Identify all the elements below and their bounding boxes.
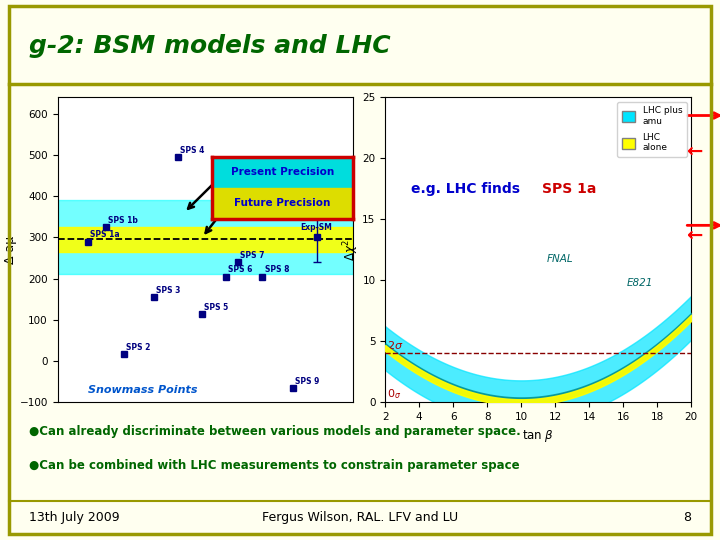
Text: SPS 8: SPS 8 — [264, 266, 289, 274]
Text: ←: ← — [685, 141, 702, 161]
Text: Snowmass Points: Snowmass Points — [88, 385, 197, 395]
X-axis label: tan $\beta$: tan $\beta$ — [522, 428, 554, 443]
Text: SPS 5: SPS 5 — [204, 302, 228, 312]
Bar — [212, 187, 353, 219]
Text: SPS 6: SPS 6 — [228, 266, 253, 274]
Bar — [58, 227, 353, 252]
Y-axis label: $\Delta\chi^2$: $\Delta\chi^2$ — [341, 239, 361, 261]
Text: 13th July 2009: 13th July 2009 — [29, 511, 120, 524]
Text: Fergus Wilson, RAL. LFV and LU: Fergus Wilson, RAL. LFV and LU — [262, 511, 458, 524]
Text: 8: 8 — [683, 511, 691, 524]
Text: SPS 1a: SPS 1a — [90, 231, 120, 239]
Text: SPS 2: SPS 2 — [126, 342, 150, 352]
Text: $0_\sigma$: $0_\sigma$ — [387, 387, 401, 401]
Text: Future Precision: Future Precision — [235, 198, 330, 208]
Text: e.g. LHC finds: e.g. LHC finds — [410, 182, 525, 195]
Y-axis label: Δ aμ: Δ aμ — [4, 235, 17, 264]
Text: ●Can be combined with LHC measurements to constrain parameter space: ●Can be combined with LHC measurements t… — [29, 459, 519, 472]
Bar — [58, 200, 353, 274]
Text: SPS 3: SPS 3 — [156, 286, 181, 295]
Legend: LHC plus
amu, LHC
alone: LHC plus amu, LHC alone — [617, 102, 687, 157]
Text: ●Can already discriminate between various models and parameter space.: ●Can already discriminate between variou… — [29, 426, 521, 438]
Text: SPS 1b: SPS 1b — [108, 216, 138, 225]
Text: FNAL: FNAL — [546, 254, 573, 264]
Text: Exp-SM: Exp-SM — [300, 223, 332, 232]
Text: E821: E821 — [626, 278, 653, 288]
Bar — [212, 157, 353, 187]
Text: SPS 9: SPS 9 — [294, 377, 319, 386]
Text: Present Precision: Present Precision — [231, 167, 334, 177]
Text: g-2: BSM models and LHC: g-2: BSM models and LHC — [29, 34, 390, 58]
Text: SPS 7: SPS 7 — [240, 251, 265, 260]
Text: SPS 4: SPS 4 — [180, 146, 204, 155]
Text: ←: ← — [685, 225, 702, 245]
Text: $2\sigma$: $2\sigma$ — [387, 339, 403, 350]
Text: SPS 1a: SPS 1a — [541, 182, 596, 195]
